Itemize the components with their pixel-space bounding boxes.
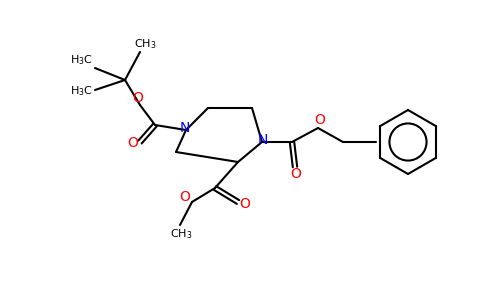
Text: O: O — [315, 113, 325, 127]
Text: CH$_3$: CH$_3$ — [134, 37, 156, 51]
Text: H$_3$C: H$_3$C — [70, 84, 92, 98]
Text: N: N — [258, 133, 268, 147]
Text: O: O — [128, 136, 138, 150]
Text: CH$_3$: CH$_3$ — [170, 227, 192, 241]
Text: O: O — [133, 91, 143, 105]
Text: O: O — [290, 167, 302, 181]
Text: H$_3$C: H$_3$C — [70, 53, 92, 67]
Text: O: O — [240, 197, 250, 211]
Text: N: N — [180, 121, 190, 135]
Text: O: O — [180, 190, 190, 204]
